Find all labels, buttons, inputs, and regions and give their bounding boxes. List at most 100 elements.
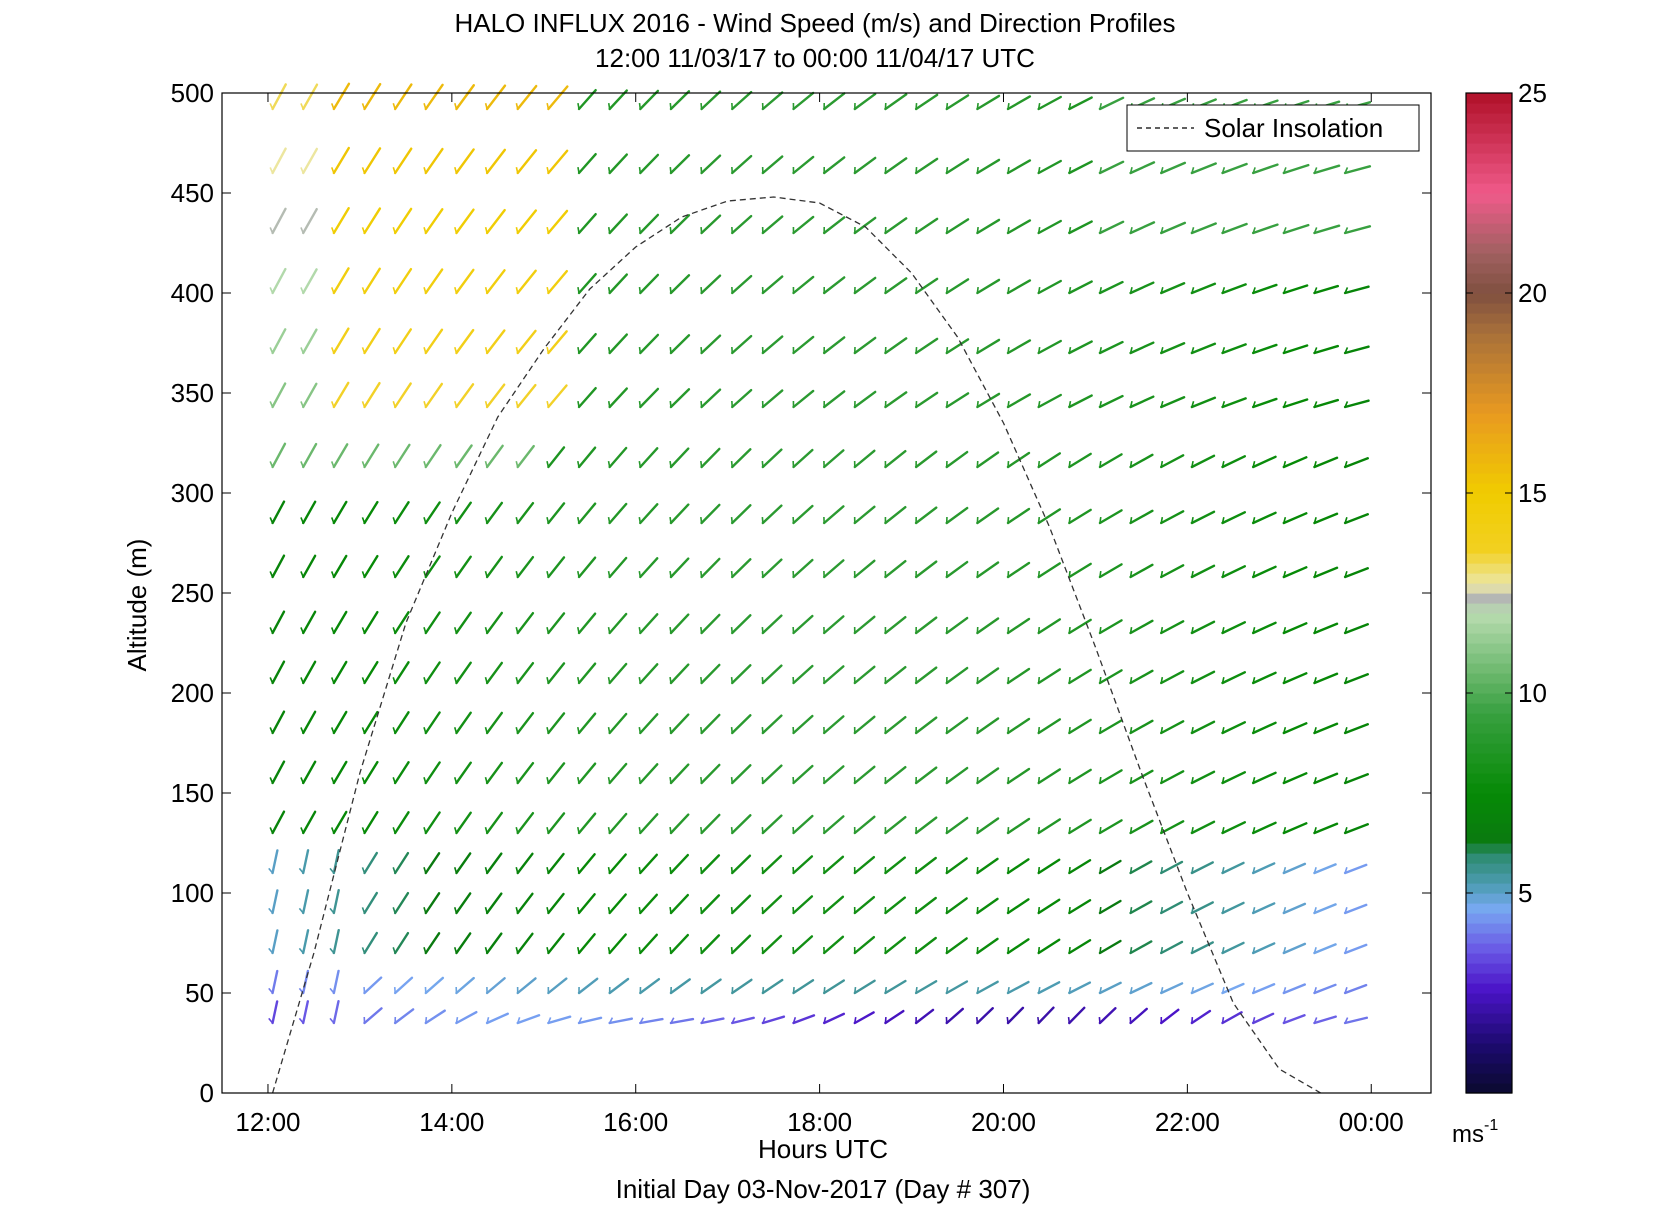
wind-vector (822, 216, 846, 235)
wind-vector-shaft (945, 666, 969, 685)
wind-vector (1313, 566, 1339, 579)
wind-vector-shaft (976, 158, 1001, 175)
wind-vector-tick (1221, 776, 1225, 784)
wind-vector (576, 556, 597, 579)
wind-vector (607, 662, 628, 685)
wind-vector (853, 505, 876, 525)
wind-vector-shaft (332, 888, 340, 915)
wind-vector-shaft (1221, 941, 1245, 955)
wind-vector (914, 1008, 935, 1025)
wind-vector (945, 560, 969, 579)
wind-vector (516, 977, 537, 995)
wind-vector-shaft (577, 556, 597, 579)
wind-vector-shaft (547, 712, 566, 735)
wind-vector-shaft (884, 816, 907, 835)
wind-vector (1037, 938, 1061, 955)
wind-vector-shaft (700, 334, 722, 355)
wind-vector-tick (1221, 1016, 1225, 1024)
wind-vector-tick (1037, 516, 1041, 524)
wind-vector (300, 83, 319, 111)
wind-vector-shaft (853, 615, 876, 635)
wind-vector-shaft (547, 149, 569, 175)
wind-vector-tick (1283, 347, 1287, 354)
wind-vector-tick (515, 516, 519, 524)
wind-vector-tick (1283, 516, 1287, 524)
wind-vector-tick (1191, 227, 1195, 234)
colorbar-segment (1466, 693, 1512, 704)
wind-vector-shaft (822, 815, 845, 835)
wind-vector (1160, 900, 1184, 915)
colorbar-segment (1466, 1013, 1512, 1024)
wind-vector-shaft (1282, 1014, 1306, 1025)
wind-vector (761, 335, 784, 355)
wind-vector (1282, 223, 1310, 235)
wind-vector (853, 855, 876, 875)
wind-vector-tick (484, 346, 488, 354)
wind-vector-tick (1221, 906, 1225, 914)
wind-vector-shaft (669, 893, 690, 915)
wind-vector-shaft (731, 1016, 755, 1025)
wind-vector (945, 278, 970, 295)
wind-vector (607, 853, 627, 875)
wind-vector-shaft (853, 216, 877, 235)
colorbar-segment (1466, 733, 1512, 744)
wind-vector (761, 978, 784, 995)
wind-vector-shaft (700, 447, 721, 469)
wind-vector (268, 929, 279, 955)
wind-vector (268, 889, 279, 915)
wind-vector (1282, 862, 1307, 875)
wind-vector-tick (1344, 677, 1348, 684)
wind-vector (392, 661, 410, 685)
wind-vector-tick (1129, 946, 1133, 954)
wind-vector-shaft (1251, 821, 1277, 835)
wind-vector-tick (392, 167, 396, 174)
wind-vector (515, 661, 535, 685)
wind-vector-shaft (914, 450, 938, 469)
wind-vector (1006, 393, 1032, 409)
wind-vector-tick (1191, 776, 1194, 784)
wind-vector-shaft (976, 561, 1000, 579)
wind-vector-tick (1129, 866, 1133, 874)
wind-vector-shaft (271, 969, 279, 995)
wind-vector (1068, 340, 1093, 355)
wind-vector-tick (730, 570, 734, 578)
wind-vector (361, 760, 379, 785)
plot-area (268, 82, 1372, 1094)
wind-vector-shaft (1129, 563, 1154, 579)
wind-vector-tick (1037, 346, 1041, 354)
wind-vector-shaft (822, 156, 846, 175)
wind-vector-tick (607, 826, 611, 834)
wind-vector-shaft (914, 506, 938, 525)
wind-vector-tick (1160, 826, 1164, 834)
wind-vector-tick (700, 776, 703, 784)
wind-vector-shaft (547, 1015, 572, 1025)
wind-vector-shaft (516, 711, 535, 735)
wind-vector-shaft (485, 761, 504, 785)
wind-vector-shaft (1037, 452, 1062, 469)
colorbar-segment (1466, 913, 1512, 924)
wind-vector (1251, 902, 1276, 915)
wind-vector-tick (1160, 460, 1164, 468)
wind-vector (792, 155, 815, 175)
wind-vector-tick (669, 400, 672, 408)
wind-vector-tick (1099, 286, 1103, 294)
wind-vector (853, 216, 877, 235)
wind-vector-shaft (332, 969, 340, 995)
wind-vector-shaft (577, 977, 599, 995)
wind-vector (1037, 1006, 1055, 1025)
wind-vector-shaft (1068, 768, 1092, 785)
wind-vector (638, 333, 660, 355)
wind-vector-shaft (1068, 280, 1093, 295)
wind-vector (731, 274, 753, 295)
wind-vector-shaft (1129, 769, 1154, 785)
wind-vector-shaft (516, 269, 537, 295)
wind-vector-tick (1283, 726, 1287, 734)
wind-vector-tick (361, 347, 366, 354)
wind-vector (484, 661, 504, 685)
wind-vector-shaft (792, 614, 814, 635)
wind-vector (792, 935, 814, 955)
wind-vector-shaft (547, 662, 566, 685)
wind-vector (455, 976, 475, 995)
wind-vector-shaft (516, 329, 537, 355)
wind-vector (638, 853, 658, 875)
